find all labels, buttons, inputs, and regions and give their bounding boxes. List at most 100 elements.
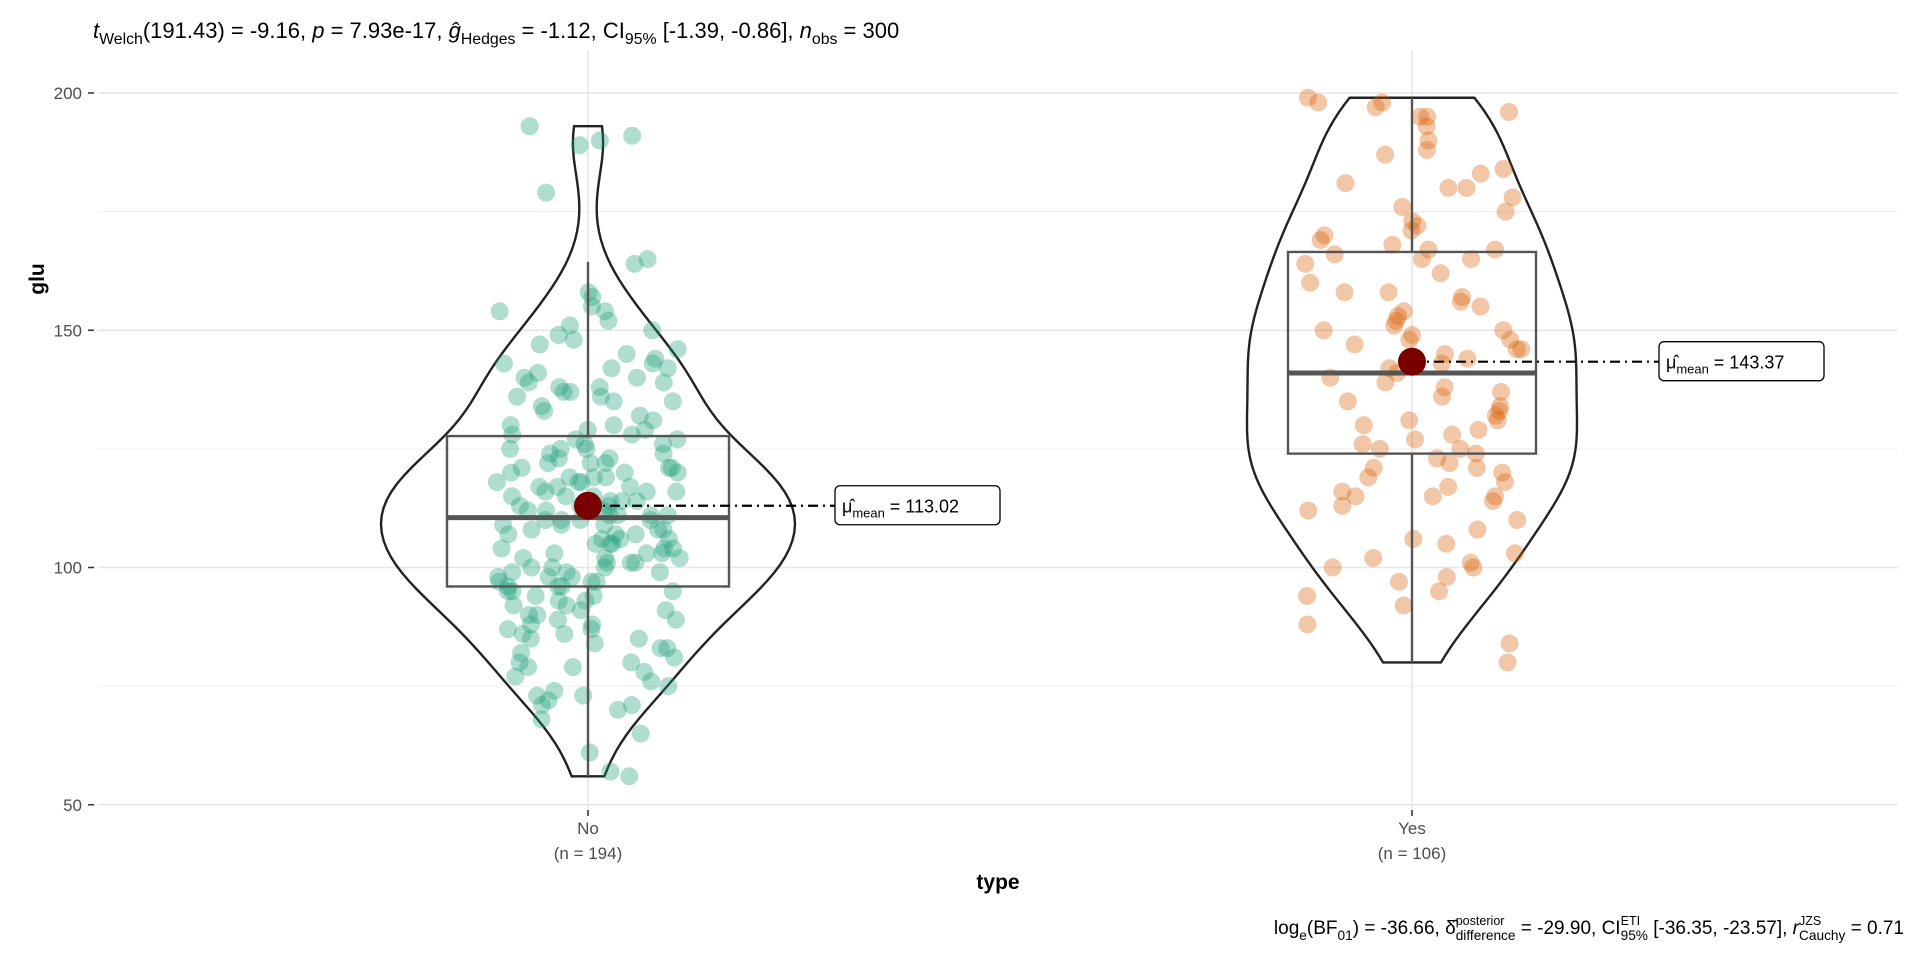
data-point [543,558,562,577]
data-point [668,340,687,359]
data-point [487,473,506,492]
data-point [545,681,564,700]
data-point [508,387,527,406]
text-segment: 95% [1621,928,1648,943]
data-point [626,553,645,572]
data-point [554,382,573,401]
data-point [1439,178,1458,197]
data-point [1443,425,1462,444]
data-point [494,515,513,534]
data-point [537,501,556,520]
data-point [1338,392,1357,411]
text-segment: [-36.35, -23.57], [1648,918,1793,939]
data-point [601,534,620,553]
x-tick-label: No [577,819,599,838]
data-point [571,601,590,620]
text-segment: Welch [99,31,143,48]
data-point [1503,188,1522,207]
text-segment: = -1.12, CI [515,18,624,43]
data-point [631,724,650,743]
data-point [621,553,640,572]
data-point [596,549,615,568]
data-point [658,359,677,378]
data-point [1451,292,1470,311]
data-point [1512,340,1531,359]
data-point [492,539,511,558]
data-point [1453,288,1472,307]
data-point [626,525,645,544]
data-point [548,610,567,629]
mean-label-box [834,485,1001,526]
data-point [552,515,571,534]
text-segment: t [93,18,100,43]
data-point [663,392,682,411]
data-point [499,525,518,544]
data-point [1366,98,1385,117]
mean-label-part: = 143.37 [1709,353,1785,373]
data-point [494,354,513,373]
data-point [617,344,636,363]
data-point [521,629,540,648]
data-point [584,468,603,487]
data-point [667,482,686,501]
data-point [593,530,612,549]
box [1286,250,1538,455]
data-point [600,449,619,468]
text-segment: 95% [625,31,657,48]
data-point [1376,373,1395,392]
data-point [1411,107,1430,126]
data-point [596,468,615,487]
data-point [664,539,683,558]
data-point [595,558,614,577]
data-point [1373,93,1392,112]
data-point [1494,321,1513,340]
data-point [569,473,588,492]
text-segment: JZS [1799,914,1821,928]
data-point [591,387,610,406]
mean-label: μ̂mean = 113.02 [842,497,959,521]
data-point [646,349,665,368]
data-point [1493,463,1512,482]
data-point [562,567,581,586]
text-segment: = -29.90, CI [1516,918,1621,939]
text-segment: (191.43) = -9.16, [143,18,312,43]
data-point [638,250,657,269]
data-point [1491,397,1510,416]
data-point [1353,435,1372,454]
data-point [585,634,604,653]
violin [1245,96,1579,664]
data-point [622,653,641,672]
data-point [608,700,627,719]
data-point [1433,387,1452,406]
text-segment: = 0.71 [1845,918,1904,939]
data-point [502,463,521,482]
data-point [1484,492,1503,511]
data-point [551,439,570,458]
y-tick-label: 50 [63,796,82,815]
data-point [637,482,656,501]
data-point [539,567,558,586]
data-point [602,359,621,378]
data-point [611,530,630,549]
data-point [1418,140,1437,159]
text-segment: [-1.39, -0.86], [657,18,800,43]
data-point [649,520,668,539]
data-point [604,416,623,435]
data-point [599,311,618,330]
data-point [659,458,678,477]
data-point [1431,264,1450,283]
data-point [520,117,539,136]
data-point [666,610,685,629]
data-point [643,354,662,373]
data-point [654,435,673,454]
data-point [1508,511,1527,530]
violin [379,125,797,778]
text-segment: e [1299,928,1307,943]
data-point [512,643,531,662]
data-point [1333,482,1352,501]
data-point [598,553,617,572]
data-point [1457,178,1476,197]
data-point [630,406,649,425]
data-point [526,586,545,605]
data-point [1437,567,1456,586]
